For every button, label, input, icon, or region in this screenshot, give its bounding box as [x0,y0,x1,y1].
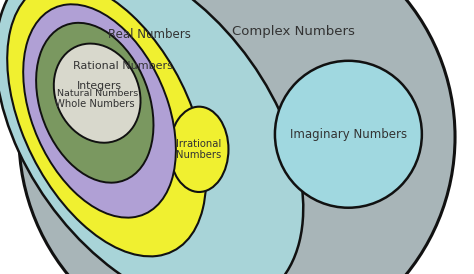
Text: Rational Numbers: Rational Numbers [73,61,173,71]
Ellipse shape [7,0,206,256]
Text: Whole Numbers: Whole Numbers [55,99,135,109]
Text: Real Numbers: Real Numbers [108,28,191,41]
Text: Natural Numbers: Natural Numbers [56,89,138,98]
Ellipse shape [170,107,228,192]
Text: Irrational
Numbers: Irrational Numbers [176,139,222,160]
Ellipse shape [54,44,140,143]
Ellipse shape [275,61,422,208]
Text: Complex Numbers: Complex Numbers [232,25,356,38]
Text: Imaginary Numbers: Imaginary Numbers [290,128,407,141]
Ellipse shape [23,4,176,218]
Ellipse shape [36,23,154,183]
Ellipse shape [0,0,303,274]
Text: Integers: Integers [77,81,122,91]
Ellipse shape [19,0,455,274]
